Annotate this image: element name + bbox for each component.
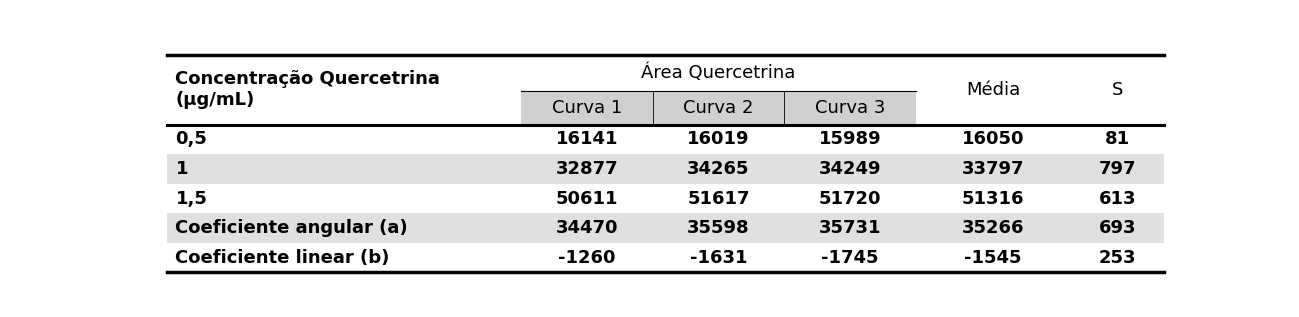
Text: 797: 797 bbox=[1099, 160, 1135, 178]
Text: 35731: 35731 bbox=[818, 219, 881, 237]
Bar bbox=[168, 154, 1164, 184]
Text: 51316: 51316 bbox=[961, 190, 1025, 208]
Text: Curva 1: Curva 1 bbox=[552, 99, 622, 117]
Bar bbox=[521, 91, 916, 125]
Text: 16019: 16019 bbox=[687, 130, 750, 148]
Text: Concentração Quercetrina
(μg/mL): Concentração Quercetrina (μg/mL) bbox=[175, 70, 440, 109]
Text: 51720: 51720 bbox=[818, 190, 881, 208]
Text: 35598: 35598 bbox=[687, 219, 750, 237]
Text: 34470: 34470 bbox=[556, 219, 618, 237]
Text: 34265: 34265 bbox=[687, 160, 750, 178]
Text: 613: 613 bbox=[1099, 190, 1135, 208]
Text: 34249: 34249 bbox=[818, 160, 881, 178]
Text: 253: 253 bbox=[1099, 249, 1135, 267]
Text: -1545: -1545 bbox=[964, 249, 1022, 267]
Text: 693: 693 bbox=[1099, 219, 1135, 237]
Text: -1260: -1260 bbox=[559, 249, 616, 267]
Text: Curva 2: Curva 2 bbox=[683, 99, 753, 117]
Text: 1,5: 1,5 bbox=[175, 190, 208, 208]
Text: S: S bbox=[1112, 81, 1122, 99]
Bar bbox=[168, 213, 1164, 243]
Text: 81: 81 bbox=[1104, 130, 1130, 148]
Text: 0,5: 0,5 bbox=[175, 130, 208, 148]
Text: Curva 3: Curva 3 bbox=[814, 99, 886, 117]
Text: 15989: 15989 bbox=[818, 130, 882, 148]
Text: Área Quercetrina: Área Quercetrina bbox=[642, 64, 796, 82]
Text: -1631: -1631 bbox=[690, 249, 747, 267]
Text: 1: 1 bbox=[175, 160, 188, 178]
Text: 33797: 33797 bbox=[961, 160, 1025, 178]
Text: 50611: 50611 bbox=[556, 190, 618, 208]
Text: 35266: 35266 bbox=[961, 219, 1025, 237]
Text: 32877: 32877 bbox=[556, 160, 618, 178]
Text: 51617: 51617 bbox=[687, 190, 750, 208]
Text: Média: Média bbox=[966, 81, 1020, 99]
Text: Coeficiente linear (b): Coeficiente linear (b) bbox=[175, 249, 390, 267]
Text: 16050: 16050 bbox=[961, 130, 1025, 148]
Text: -1745: -1745 bbox=[821, 249, 879, 267]
Bar bbox=[168, 55, 1164, 272]
Text: Coeficiente angular (a): Coeficiente angular (a) bbox=[175, 219, 408, 237]
Text: 16141: 16141 bbox=[556, 130, 618, 148]
